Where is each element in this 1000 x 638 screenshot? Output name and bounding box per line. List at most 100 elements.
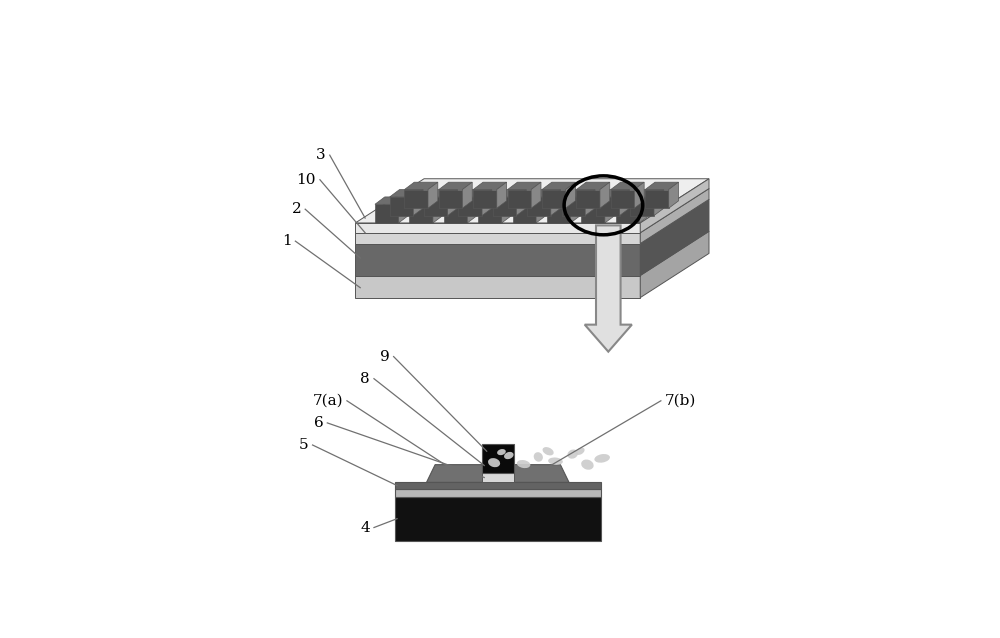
Polygon shape — [355, 276, 640, 297]
Polygon shape — [551, 189, 561, 216]
Polygon shape — [669, 182, 679, 208]
Polygon shape — [640, 179, 709, 233]
Polygon shape — [566, 182, 575, 208]
Polygon shape — [508, 182, 541, 189]
Polygon shape — [427, 464, 490, 482]
Polygon shape — [639, 197, 649, 223]
Polygon shape — [355, 233, 640, 244]
Polygon shape — [596, 189, 629, 197]
Bar — [395, 489, 601, 496]
Text: 5: 5 — [299, 438, 309, 452]
Polygon shape — [493, 189, 526, 197]
Polygon shape — [478, 204, 502, 223]
Text: 7(b): 7(b) — [665, 394, 696, 408]
Ellipse shape — [534, 452, 543, 462]
Polygon shape — [458, 197, 482, 216]
Polygon shape — [409, 204, 433, 223]
Ellipse shape — [488, 458, 500, 467]
Polygon shape — [605, 197, 615, 223]
Polygon shape — [508, 189, 531, 208]
Ellipse shape — [548, 457, 563, 465]
Polygon shape — [616, 204, 639, 223]
Ellipse shape — [567, 450, 578, 459]
Polygon shape — [634, 182, 644, 208]
Bar — [395, 482, 601, 489]
Polygon shape — [547, 204, 570, 223]
Bar — [482, 473, 514, 482]
Polygon shape — [596, 197, 620, 216]
Ellipse shape — [581, 459, 594, 470]
Polygon shape — [433, 197, 443, 223]
Ellipse shape — [543, 447, 554, 456]
Polygon shape — [355, 232, 709, 276]
Text: 10: 10 — [296, 173, 316, 187]
Polygon shape — [478, 197, 512, 204]
Text: 6: 6 — [314, 416, 323, 430]
Polygon shape — [355, 223, 640, 233]
Polygon shape — [473, 189, 497, 208]
Polygon shape — [458, 189, 492, 197]
Polygon shape — [448, 189, 457, 216]
Polygon shape — [570, 197, 580, 223]
Polygon shape — [542, 182, 575, 189]
Bar — [482, 444, 514, 473]
Ellipse shape — [517, 460, 530, 468]
Polygon shape — [576, 189, 600, 208]
Polygon shape — [512, 197, 546, 204]
Polygon shape — [473, 182, 507, 189]
Ellipse shape — [497, 449, 506, 455]
Text: 1: 1 — [282, 234, 291, 248]
Text: 8: 8 — [360, 372, 370, 386]
Polygon shape — [404, 189, 428, 208]
Polygon shape — [355, 179, 709, 223]
Text: 7(a): 7(a) — [312, 394, 343, 408]
Polygon shape — [355, 244, 640, 276]
Polygon shape — [531, 182, 541, 208]
Polygon shape — [581, 204, 605, 223]
Ellipse shape — [594, 454, 610, 463]
Polygon shape — [654, 189, 664, 216]
Polygon shape — [562, 197, 585, 216]
Polygon shape — [497, 182, 507, 208]
Polygon shape — [424, 189, 457, 197]
Polygon shape — [585, 225, 632, 352]
Polygon shape — [645, 182, 679, 189]
Polygon shape — [493, 197, 516, 216]
Polygon shape — [439, 189, 462, 208]
Polygon shape — [409, 197, 443, 204]
Polygon shape — [640, 199, 709, 276]
Polygon shape — [390, 197, 413, 216]
Polygon shape — [482, 189, 492, 216]
Polygon shape — [444, 197, 477, 204]
Polygon shape — [505, 464, 569, 482]
Polygon shape — [527, 197, 551, 216]
Polygon shape — [640, 232, 709, 297]
Polygon shape — [399, 197, 408, 223]
Polygon shape — [585, 189, 595, 216]
Polygon shape — [600, 182, 610, 208]
Polygon shape — [547, 197, 580, 204]
Polygon shape — [467, 197, 477, 223]
Polygon shape — [542, 189, 566, 208]
Polygon shape — [375, 204, 399, 223]
Polygon shape — [375, 197, 408, 204]
Polygon shape — [645, 189, 669, 208]
Polygon shape — [640, 189, 709, 244]
Ellipse shape — [504, 452, 514, 459]
Text: 4: 4 — [360, 521, 370, 535]
Polygon shape — [428, 182, 438, 208]
Polygon shape — [424, 197, 448, 216]
Polygon shape — [462, 182, 472, 208]
Polygon shape — [502, 197, 512, 223]
Text: 2: 2 — [292, 202, 301, 216]
Polygon shape — [611, 189, 634, 208]
Polygon shape — [512, 204, 536, 223]
Polygon shape — [630, 197, 654, 216]
Polygon shape — [620, 189, 629, 216]
Polygon shape — [355, 189, 709, 233]
Polygon shape — [404, 182, 438, 189]
Polygon shape — [413, 189, 423, 216]
Polygon shape — [611, 182, 644, 189]
Polygon shape — [576, 182, 610, 189]
Polygon shape — [536, 197, 546, 223]
